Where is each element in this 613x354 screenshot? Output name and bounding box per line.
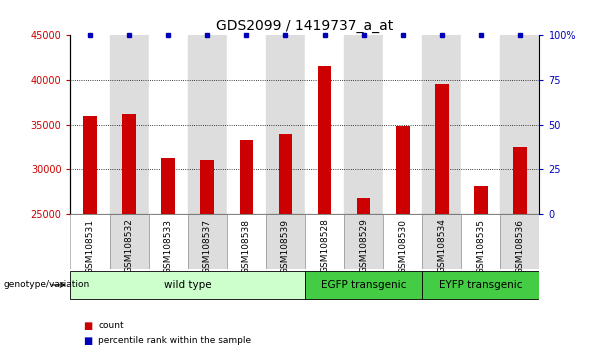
Text: GSM108530: GSM108530 [398, 218, 407, 274]
Text: percentile rank within the sample: percentile rank within the sample [98, 336, 251, 346]
Bar [383, 35, 422, 214]
Bar [318, 66, 332, 214]
Text: ■: ■ [83, 321, 92, 331]
Bar [83, 116, 97, 214]
Bar [474, 185, 488, 214]
Bar [227, 214, 266, 269]
Text: wild type: wild type [164, 280, 211, 290]
Bar [305, 35, 344, 214]
Bar [344, 35, 383, 214]
Bar [422, 214, 462, 269]
Bar [70, 214, 110, 269]
Bar [513, 147, 527, 214]
Bar [266, 214, 305, 269]
Text: EGFP transgenic: EGFP transgenic [321, 280, 406, 290]
Text: GSM108529: GSM108529 [359, 218, 368, 273]
Bar [122, 114, 136, 214]
Bar [70, 35, 110, 214]
Text: GSM108528: GSM108528 [320, 218, 329, 273]
Bar [188, 35, 227, 214]
Bar [305, 270, 422, 299]
Bar [110, 214, 149, 269]
Bar [500, 214, 539, 269]
Bar [200, 160, 214, 214]
Bar [422, 270, 539, 299]
Text: ■: ■ [83, 336, 92, 346]
Bar [305, 214, 344, 269]
Bar [240, 140, 253, 214]
Bar [396, 126, 409, 214]
Bar [500, 35, 539, 214]
Text: GSM108537: GSM108537 [203, 218, 211, 274]
Title: GDS2099 / 1419737_a_at: GDS2099 / 1419737_a_at [216, 19, 394, 33]
Bar [149, 214, 188, 269]
Text: GSM108533: GSM108533 [164, 218, 173, 274]
Bar [422, 35, 462, 214]
Text: GSM108531: GSM108531 [86, 218, 94, 274]
Bar [462, 214, 500, 269]
Text: genotype/variation: genotype/variation [3, 280, 89, 290]
Bar [227, 35, 266, 214]
Text: GSM108532: GSM108532 [124, 218, 134, 273]
Bar [110, 35, 149, 214]
Bar [462, 35, 500, 214]
Bar [344, 214, 383, 269]
Text: GSM108539: GSM108539 [281, 218, 290, 274]
Text: GSM108534: GSM108534 [437, 218, 446, 273]
Bar [149, 35, 188, 214]
Text: GSM108536: GSM108536 [516, 218, 524, 274]
Bar [161, 158, 175, 214]
Bar [383, 214, 422, 269]
Text: GSM108538: GSM108538 [242, 218, 251, 274]
Bar [188, 214, 227, 269]
Bar [266, 35, 305, 214]
Bar [435, 84, 449, 214]
Text: GSM108535: GSM108535 [476, 218, 485, 274]
Bar [70, 270, 305, 299]
Text: EYFP transgenic: EYFP transgenic [439, 280, 522, 290]
Bar [278, 134, 292, 214]
Text: count: count [98, 321, 124, 330]
Bar [357, 198, 370, 214]
